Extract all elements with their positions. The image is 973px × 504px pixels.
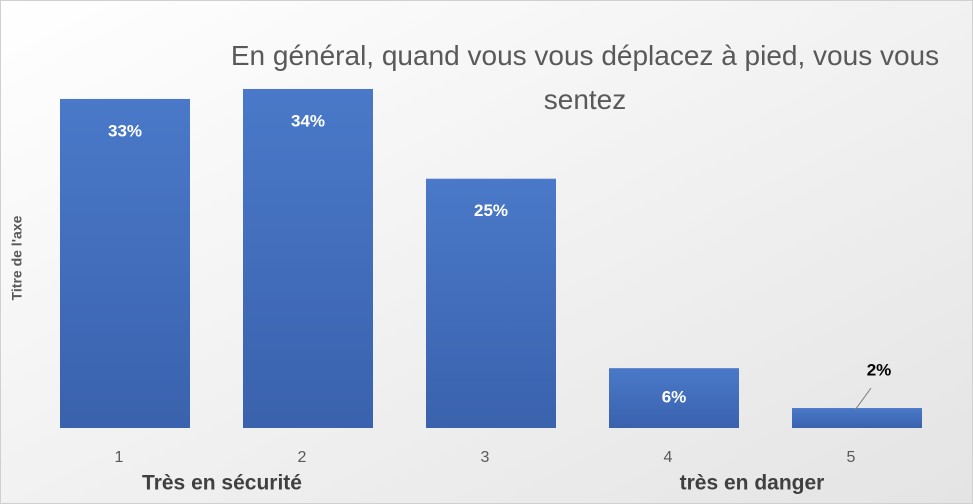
x-tick-label: 3 — [481, 449, 490, 466]
x-tick-label: 2 — [298, 449, 307, 466]
annotation: Très en sécurité — [142, 472, 302, 495]
data-label: 6% — [662, 388, 687, 407]
x-tick-label: 1 — [115, 449, 124, 466]
data-label: 33% — [108, 121, 142, 140]
y-axis-label: Titre de l'axe — [9, 215, 25, 300]
bar — [792, 408, 922, 428]
bar — [60, 98, 190, 428]
bar — [426, 178, 556, 428]
bar — [243, 88, 373, 428]
bar — [609, 368, 739, 428]
leader-line — [854, 387, 872, 411]
annotation: très en danger — [680, 472, 825, 495]
data-label: 2% — [867, 361, 892, 380]
data-label: 34% — [291, 111, 325, 130]
chart-title: En général, quand vous vous déplacez à p… — [230, 40, 940, 115]
data-label: 25% — [474, 201, 508, 220]
x-tick-label: 5 — [847, 449, 856, 466]
x-tick-label: 4 — [664, 449, 673, 466]
